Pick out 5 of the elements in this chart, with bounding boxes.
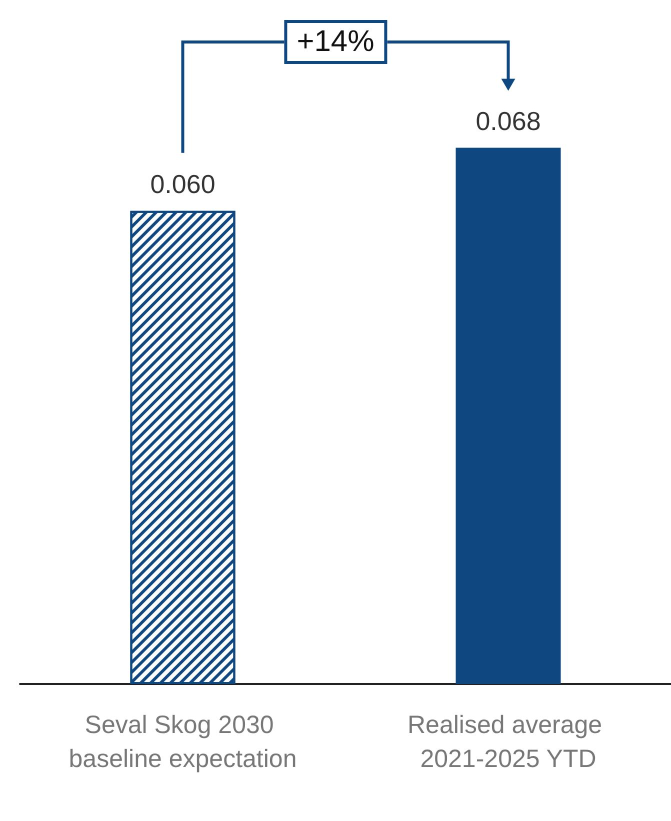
x-tick-label: Seval Skog 2030 baseline expectation (68, 711, 297, 773)
data-label: 0.060 (150, 168, 216, 199)
x-tick-label: Realised average 2021-2025 YTD (407, 711, 610, 773)
data-label: 0.068 (476, 106, 541, 136)
text: +14% (284, 20, 388, 64)
